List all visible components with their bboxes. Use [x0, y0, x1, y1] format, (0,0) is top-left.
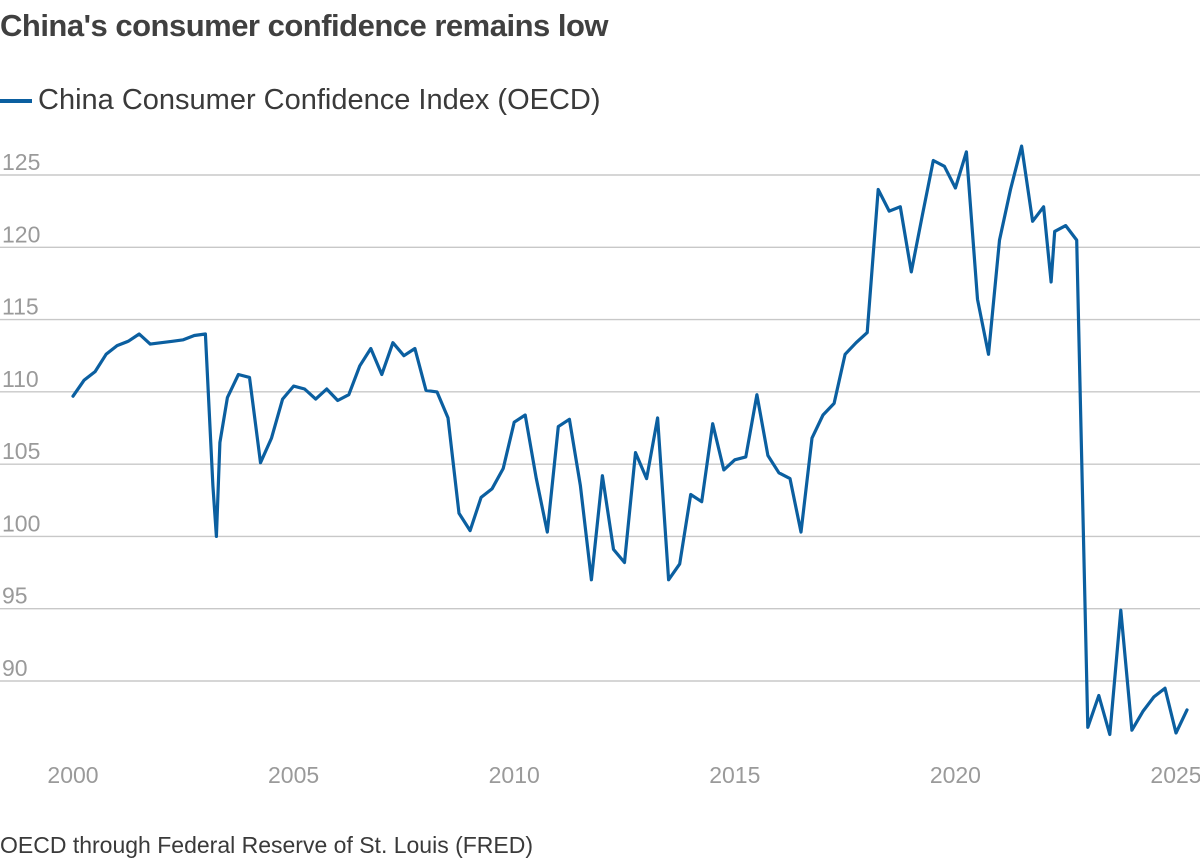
y-tick-label-100: 100 — [2, 510, 40, 536]
y-tick-label-125: 125 — [2, 149, 40, 175]
chart-legend: China Consumer Confidence Index (OECD) — [0, 84, 601, 117]
x-tick-label-2020: 2020 — [930, 762, 981, 788]
x-tick-label-2015: 2015 — [709, 762, 760, 788]
y-tick-label-90: 90 — [2, 655, 28, 681]
y-tick-label-115: 115 — [2, 294, 39, 320]
y-axis-tick-labels: 90 95 100 105 110 115 120 125 — [2, 149, 40, 681]
series-group — [71, 144, 1189, 737]
y-tick-label-105: 105 — [2, 438, 40, 464]
y-tick-label-110: 110 — [2, 366, 39, 392]
x-tick-label-2025: 2025 — [1150, 762, 1200, 788]
y-gridlines — [0, 174, 1200, 682]
x-tick-label-2005: 2005 — [268, 762, 319, 788]
x-axis-tick-labels: 2000 2005 2010 2015 2020 2025 — [47, 762, 1200, 788]
x-tick-label-2010: 2010 — [489, 762, 540, 788]
legend-label: China Consumer Confidence Index (OECD) — [38, 84, 601, 116]
y-tick-label-120: 120 — [2, 221, 40, 247]
y-tick-label-95: 95 — [2, 583, 28, 609]
series-line-0 — [71, 144, 1189, 737]
legend-line-swatch — [0, 98, 32, 103]
x-tick-label-2000: 2000 — [47, 762, 98, 788]
chart-title: China's consumer confidence remains low — [0, 8, 609, 43]
source-note: OECD through Federal Reserve of St. Loui… — [0, 832, 534, 858]
